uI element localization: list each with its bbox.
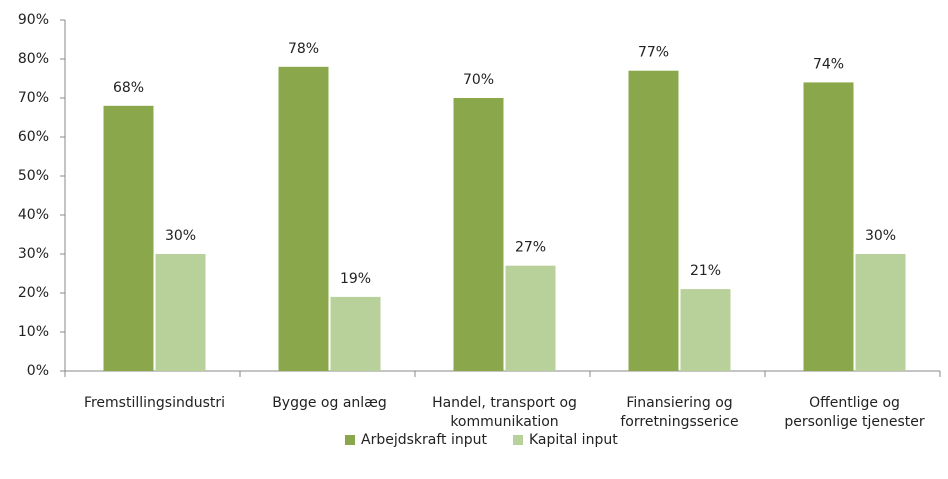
- data-label: 78%: [288, 41, 319, 57]
- data-label: 30%: [165, 228, 196, 244]
- y-tick-label: 40%: [18, 207, 49, 223]
- y-tick-label: 80%: [18, 51, 49, 67]
- data-label: 68%: [113, 80, 144, 96]
- y-tick-label: 20%: [18, 285, 49, 301]
- legend-label: Arbejdskraft input: [361, 432, 487, 448]
- y-tick-label: 0%: [27, 363, 49, 379]
- legend-label: Kapital input: [529, 432, 618, 448]
- y-tick-label: 50%: [18, 168, 49, 184]
- x-tick-label: Fremstillingsindustri: [83, 395, 226, 411]
- y-tick-label: 10%: [18, 324, 49, 340]
- x-tick-label: Offentlige og personlige tjenester: [784, 395, 925, 430]
- data-label: 77%: [638, 45, 669, 61]
- legend-swatch: [345, 435, 355, 445]
- bar: [505, 265, 556, 371]
- x-tick-label: Finansiering og forretningsserice: [620, 395, 739, 430]
- data-label: 74%: [813, 56, 844, 72]
- y-tick-label: 90%: [18, 12, 49, 28]
- bar: [278, 66, 329, 372]
- bar: [453, 98, 504, 371]
- x-tick-label: Bygge og anlæg: [272, 395, 387, 411]
- data-label: 21%: [690, 263, 721, 279]
- legend-swatch: [512, 435, 523, 445]
- bar: [155, 254, 206, 371]
- y-tick-label: 60%: [18, 129, 49, 145]
- data-label: 70%: [463, 72, 494, 88]
- bar: [855, 254, 906, 371]
- y-tick-label: 30%: [18, 246, 49, 262]
- bar: [628, 70, 679, 371]
- bar: [680, 289, 731, 371]
- data-label: 30%: [865, 228, 896, 244]
- data-label: 27%: [515, 240, 546, 256]
- y-tick-label: 70%: [18, 90, 49, 106]
- x-tick-label: Handel, transport og kommunikation: [432, 395, 577, 430]
- bar: [330, 296, 381, 371]
- data-label: 19%: [340, 271, 371, 287]
- bar: [803, 82, 854, 372]
- bar: [103, 105, 154, 372]
